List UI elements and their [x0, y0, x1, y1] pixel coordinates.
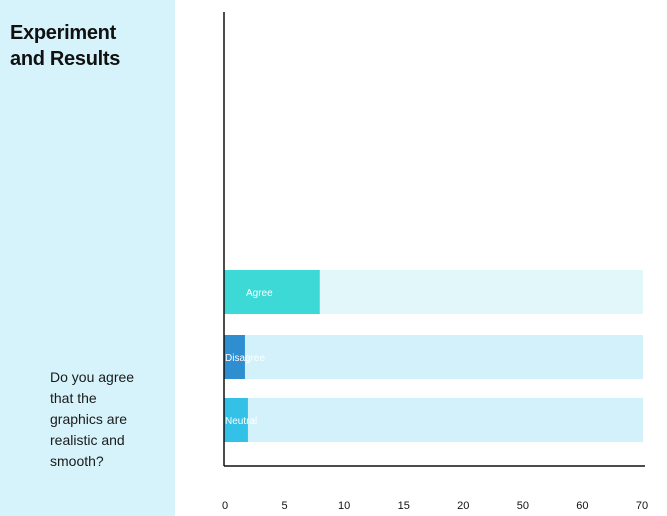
sidebar-panel: Experiment and Results Do you agree that…: [0, 0, 175, 516]
x-tick-label: 70: [636, 500, 648, 512]
x-tick-label: 50: [517, 500, 529, 512]
bars: [224, 270, 320, 442]
survey-question: Do you agree that the graphics are reali…: [50, 367, 160, 472]
survey-question-line-4: realistic and: [50, 432, 125, 448]
x-tick-label: 20: [457, 500, 469, 512]
bar-track-disagree: [224, 335, 643, 379]
survey-question-line-3: graphics are: [50, 411, 128, 427]
x-tick-label: 5: [282, 500, 288, 512]
bar-labels: Agree Disagree Neutral: [225, 288, 273, 427]
x-tick-label: 60: [576, 500, 588, 512]
bar-track-neutral: [224, 398, 643, 442]
x-tick-label: 0: [222, 500, 228, 512]
x-tick-label: 15: [398, 500, 410, 512]
page-title: Experiment and Results: [10, 20, 170, 72]
survey-question-line-1: Do you agree: [50, 369, 135, 385]
bar-neutral: [224, 398, 248, 442]
x-tick-label: 10: [338, 500, 350, 512]
bar-agree: [224, 270, 320, 314]
bar-label-disagree: Disagree: [225, 353, 265, 364]
page-title-line-2: and Results: [10, 48, 121, 70]
bar-label-agree: Agree: [246, 288, 273, 299]
bar-disagree: [224, 335, 245, 379]
x-tick-labels: 0 5 10 15 20 50 60 70: [222, 500, 648, 512]
survey-question-line-2: that the: [50, 390, 97, 406]
bar-label-neutral: Neutral: [225, 416, 257, 427]
page-title-line-1: Experiment: [10, 22, 116, 44]
survey-question-line-5: smooth?: [50, 453, 104, 469]
